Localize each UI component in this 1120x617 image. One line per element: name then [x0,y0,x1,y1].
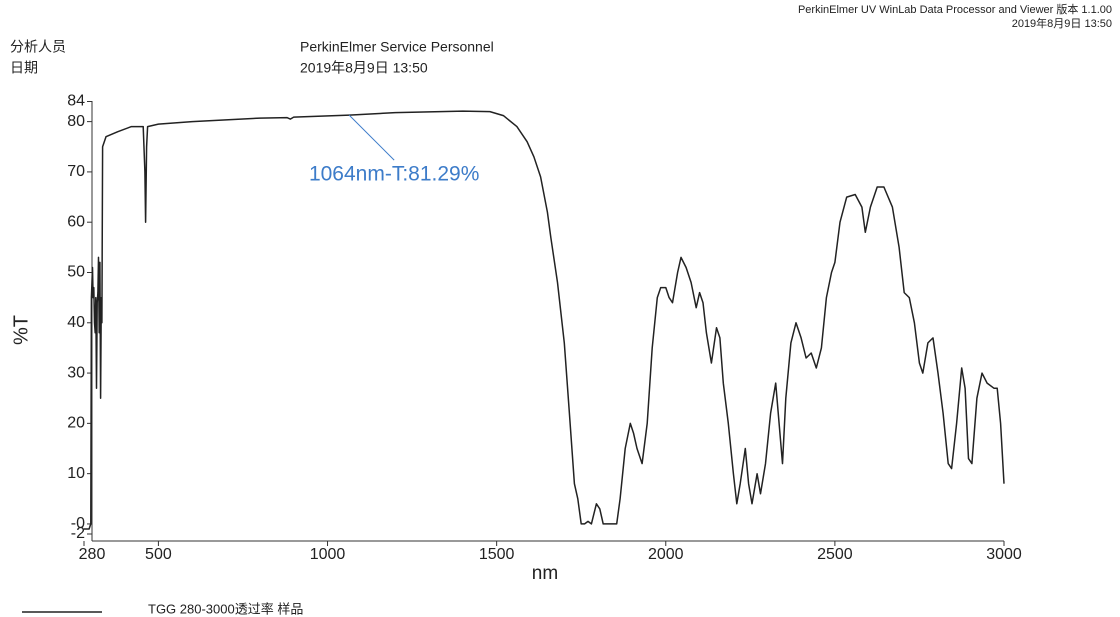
field-label: 日期 [10,60,38,76]
x-tick-label: 1500 [479,546,515,563]
y-tick-label: -0 [71,515,85,532]
y-tick-label: 80 [67,113,85,130]
field-value: PerkinElmer Service Personnel [300,39,494,55]
x-axis-label: nm [532,563,558,584]
x-tick-label: 2000 [648,546,684,563]
y-tick-label: 60 [67,213,85,230]
x-tick-label: 2500 [817,546,853,563]
x-tick-label: 280 [79,546,106,563]
spectrum-line [84,110,1005,530]
y-tick-label: 84 [67,93,85,110]
y-tick-label: 10 [67,465,85,482]
y-tick-label: 70 [67,163,85,180]
annotation-label: 1064nm-T:81.29% [309,163,479,186]
x-tick-label: 500 [145,546,172,563]
y-tick-label: 40 [67,314,85,331]
field-value: 2019年8月9日 13:50 [300,60,428,76]
annotation-leader [348,114,395,161]
field-label: 分析人员 [10,39,66,55]
x-tick-label: 3000 [986,546,1022,563]
x-tick-label: 1000 [310,546,346,563]
y-tick-label: 50 [67,264,85,281]
y-tick-label: 30 [67,364,85,381]
software-name: PerkinElmer UV WinLab Data Processor and… [798,2,1112,16]
legend-label: TGG 280-3000透过率 样品 [148,601,303,616]
y-axis-label: %T [10,315,32,345]
y-tick-label: 20 [67,415,85,432]
y-tick-label: -2 [71,525,85,542]
timestamp: 2019年8月9日 13:50 [1012,16,1112,30]
